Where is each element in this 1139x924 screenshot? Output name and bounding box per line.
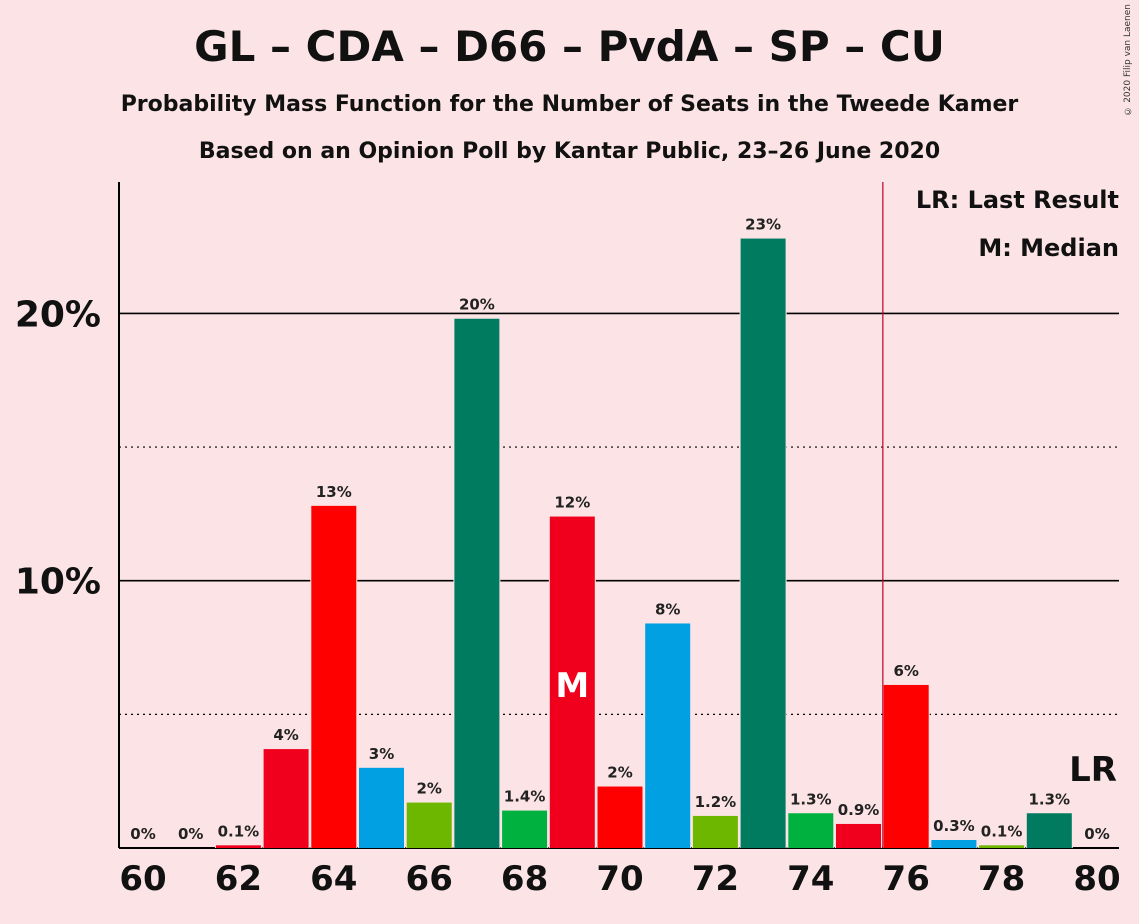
x-tick-label: 68 bbox=[501, 859, 548, 899]
x-tick-label: 74 bbox=[787, 859, 834, 899]
last-result-marker: LR bbox=[1069, 750, 1117, 790]
data-label-seat-77: 0.3% bbox=[933, 817, 975, 835]
bar-seat-79 bbox=[1026, 813, 1072, 848]
x-tick-label: 76 bbox=[883, 859, 930, 899]
x-tick-label: 72 bbox=[692, 859, 739, 899]
data-label-seat-80: 0% bbox=[1084, 825, 1109, 843]
y-tick-label: 20% bbox=[15, 294, 101, 335]
data-label-seat-66: 2% bbox=[416, 780, 441, 798]
x-tick-label: 60 bbox=[119, 859, 166, 899]
bar-seat-78 bbox=[979, 845, 1025, 848]
x-tick-label: 66 bbox=[406, 859, 453, 899]
data-label-seat-74: 1.3% bbox=[790, 790, 832, 808]
bar-seat-72 bbox=[692, 815, 738, 848]
bar-seat-62 bbox=[215, 845, 261, 848]
data-label-seat-69: 12% bbox=[554, 494, 590, 512]
bar-seat-66 bbox=[406, 802, 452, 848]
data-label-seat-64: 13% bbox=[316, 483, 352, 501]
bar-seat-76 bbox=[883, 684, 929, 848]
data-label-seat-72: 1.2% bbox=[695, 793, 737, 811]
x-tick-label: 62 bbox=[215, 859, 262, 899]
x-tick-label: 80 bbox=[1073, 859, 1120, 899]
chart-subtitle: Probability Mass Function for the Number… bbox=[120, 92, 1019, 117]
chart-subtitle-source: Based on an Opinion Poll by Kantar Publi… bbox=[198, 139, 941, 164]
bar-seat-64 bbox=[311, 505, 357, 848]
data-label-seat-75: 0.9% bbox=[838, 801, 880, 819]
x-tick-label: 78 bbox=[978, 859, 1025, 899]
bar-seat-73 bbox=[740, 238, 786, 848]
x-tick-label: 64 bbox=[310, 859, 357, 899]
data-label-seat-78: 0.1% bbox=[981, 822, 1023, 840]
bar-seat-63 bbox=[263, 749, 309, 848]
bar-seat-74 bbox=[788, 813, 834, 848]
data-label-seat-76: 6% bbox=[893, 662, 918, 680]
bar-seat-65 bbox=[359, 767, 404, 848]
data-label-seat-71: 8% bbox=[655, 600, 680, 618]
data-label-seat-62: 0.1% bbox=[218, 822, 260, 840]
bar-seat-68 bbox=[502, 810, 548, 848]
bar-seat-71 bbox=[645, 623, 691, 848]
data-label-seat-63: 4% bbox=[273, 726, 298, 744]
bar-seat-77 bbox=[931, 839, 977, 848]
data-label-seat-61: 0% bbox=[178, 825, 203, 843]
data-label-seat-73: 23% bbox=[745, 216, 781, 234]
legend-last-result: LR: Last Result bbox=[915, 186, 1119, 214]
data-label-seat-68: 1.4% bbox=[504, 788, 546, 806]
data-label-seat-67: 20% bbox=[459, 296, 495, 314]
data-label-seat-65: 3% bbox=[369, 745, 394, 763]
data-label-seat-60: 0% bbox=[130, 825, 155, 843]
legend-median: M: Median bbox=[978, 234, 1119, 262]
bar-seat-70 bbox=[597, 786, 643, 848]
data-label-seat-70: 2% bbox=[607, 764, 632, 782]
median-marker: M bbox=[555, 666, 589, 706]
bar-seat-75 bbox=[836, 823, 881, 848]
bar-seat-69 bbox=[549, 516, 595, 848]
x-tick-label: 70 bbox=[596, 859, 643, 899]
bar-seat-67 bbox=[454, 318, 500, 849]
y-tick-label: 10% bbox=[15, 562, 101, 603]
chart-title: GL – CDA – D66 – PvdA – SP – CU bbox=[194, 22, 945, 71]
data-label-seat-79: 1.3% bbox=[1028, 790, 1070, 808]
